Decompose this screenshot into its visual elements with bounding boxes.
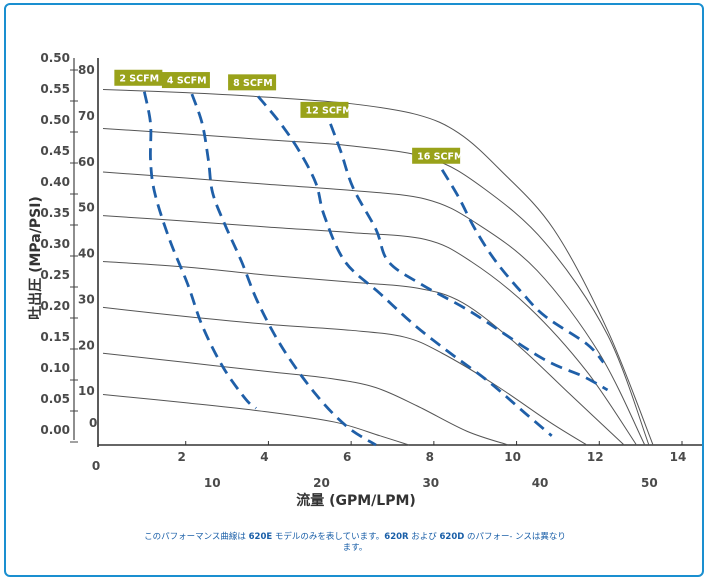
y-tick-mpa-label: 0.20 [40, 299, 70, 313]
scfm-label-box-4-scfm [161, 72, 210, 89]
air-curve-16-scfm [440, 169, 605, 364]
x-axis-title: 流量 (GPM/LPM) [296, 492, 416, 509]
air-curve-12-scfm [329, 123, 609, 392]
footnote-text-1: このパフォーマンス曲線は [144, 532, 249, 542]
y-tick-mpa-label: 0.40 [40, 175, 70, 189]
x-tick-gpm-label: 4 [260, 450, 268, 464]
footnote-model-620e: 620E [248, 532, 273, 542]
y-tick-mpa-label: 0.05 [40, 392, 70, 406]
x-tick-lpm-label: 40 [532, 476, 549, 490]
air-curve-4-scfm [190, 93, 377, 447]
x-tick-gpm-label: 6 [343, 450, 351, 464]
y-tick-psi-label: 70 [78, 109, 95, 123]
y-tick-mpa-label: 0.15 [40, 330, 70, 344]
performance-curve-40psi [102, 261, 625, 446]
scfm-label-box-16-scfm [412, 147, 461, 164]
scfm-label-16-scfm: 16 SCFM [417, 151, 463, 162]
x-tick-gpm-label: 8 [426, 450, 434, 464]
y-tick-mpa-label: 0.10 [40, 361, 70, 375]
y-tick-psi-label: 20 [78, 338, 95, 352]
x-tick-gpm-label: 10 [504, 450, 521, 464]
air-curve-8-scfm [257, 95, 553, 437]
y-tick-mpa-label: 0.50 [40, 113, 70, 127]
performance-curve-10psi [102, 394, 410, 446]
scfm-label-2-scfm: 2 SCFM [119, 73, 159, 84]
scfm-label-box-12-scfm [300, 101, 349, 118]
y-tick-psi-label: 30 [78, 292, 95, 306]
footnote-text-2: モデルのみを表しています。 [272, 532, 385, 542]
y-tick-psi-label: 10 [78, 384, 95, 398]
footnote-model-620r: 620R [384, 532, 409, 542]
x-tick-lpm-label: 50 [641, 476, 658, 490]
x-tick-gpm-label: 12 [587, 450, 604, 464]
performance-curve-70psi [102, 127, 650, 446]
scfm-label-12-scfm: 12 SCFM [305, 105, 351, 116]
x-tick-lpm-label: 20 [313, 476, 330, 490]
footnote-text-3: および [408, 532, 440, 542]
scfm-label-box-2-scfm [114, 69, 163, 86]
footnote-text-4: のパフォー‐ ンスは異なります。 [342, 532, 566, 553]
x-tick-lpm-label: 30 [422, 476, 439, 490]
performance-curve-50psi [102, 215, 637, 446]
y-tick-mpa-label: 0.00 [40, 423, 70, 437]
footnote-model-620d: 620D [439, 532, 465, 542]
y-tick-mpa-label: 0.45 [40, 144, 70, 158]
y-axis-title: 吐出圧 (MPa/PSI) [27, 196, 44, 320]
y-tick-mpa-label: 0.55 [40, 82, 70, 96]
y-tick-psi-label: 80 [78, 63, 95, 77]
y-tick-mpa-label: 0.30 [40, 237, 70, 251]
y-tick-psi-label: 50 [78, 201, 95, 215]
chart-footnote: このパフォーマンス曲線は 620E モデルのみを表しています。620R および … [140, 532, 570, 554]
x-tick-lpm-label: 10 [204, 476, 221, 490]
scfm-label-4-scfm: 4 SCFM [167, 76, 207, 87]
y-tick-mpa-label: 0.50 [40, 51, 70, 65]
performance-curve-20psi [102, 352, 509, 446]
performance-curve-80psi [102, 88, 654, 446]
y-tick-psi-label: 40 [78, 247, 95, 261]
y-tick-psi-label: 60 [78, 155, 95, 169]
performance-curve-60psi [102, 171, 646, 446]
y-tick-mpa-label: 0.35 [40, 206, 70, 220]
y-tick-mpa-label: 0.25 [40, 268, 70, 282]
scfm-label-8-scfm: 8 SCFM [233, 78, 273, 89]
x-tick-gpm-label: 14 [670, 450, 687, 464]
x-tick-gpm-label: 2 [178, 450, 186, 464]
scfm-label-box-8-scfm [228, 74, 277, 91]
y-tick-psi-label: 0 [89, 416, 97, 430]
air-curve-2-scfm [142, 91, 257, 410]
chart-frame [4, 3, 704, 577]
x-tick-gpm-label: 0 [92, 459, 100, 473]
